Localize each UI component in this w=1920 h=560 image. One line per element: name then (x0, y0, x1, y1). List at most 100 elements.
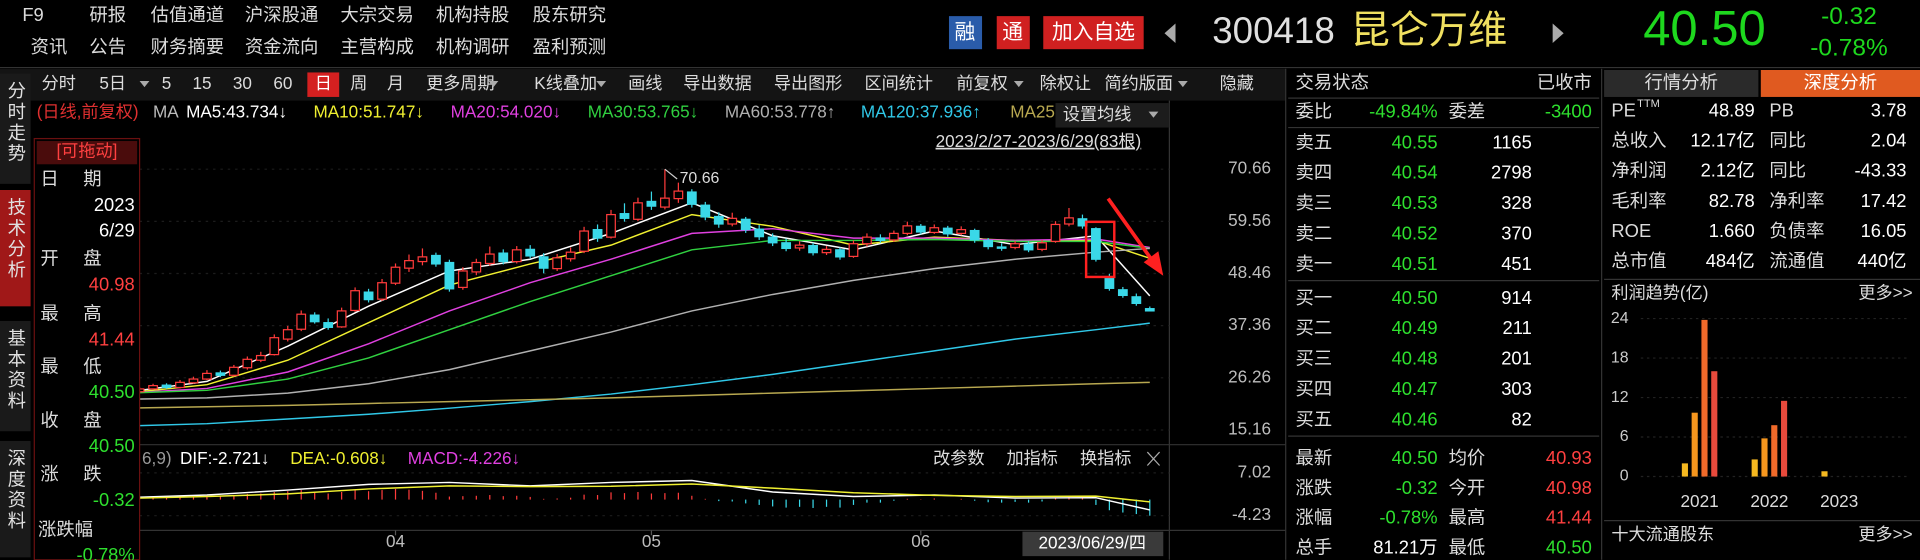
side-tab[interactable]: 深度资料 (6, 448, 27, 531)
candle-body (202, 372, 212, 380)
menu-item[interactable]: 资讯 (31, 36, 68, 57)
x-tick-label: 2021 (1681, 491, 1719, 511)
macd-params: 6,9) (142, 448, 172, 468)
toolbar-button[interactable]: 日 (315, 73, 332, 93)
candle-body (323, 322, 334, 328)
fund-value: 1.660 (1709, 220, 1755, 241)
macd-button[interactable]: 换指标 (1080, 448, 1131, 468)
candle-body (1131, 296, 1142, 305)
bar (1781, 400, 1788, 477)
add-button[interactable]: 加入自选 (1052, 21, 1135, 44)
side-tab[interactable]: 技术分析 (6, 197, 27, 280)
add-button-bg (1043, 16, 1144, 50)
menu-item[interactable]: 大宗交易 (340, 4, 413, 25)
tag-box (948, 16, 983, 50)
candle-body (969, 229, 980, 241)
info-label: 期 (83, 168, 101, 189)
candle-body (336, 310, 347, 328)
macd-legend: DEA:-0.608↓ (290, 448, 387, 468)
peak-label: 70.66 (680, 170, 720, 187)
toolbar-button[interactable]: 月 (387, 73, 404, 93)
fund-value: 3.78 (1871, 99, 1907, 120)
side-tab-bg (0, 190, 31, 307)
toolbar-button[interactable]: 更多周期 (426, 73, 495, 93)
info-title: [可拖动] (56, 141, 117, 161)
fund-label: 总收入 (1611, 130, 1666, 151)
info-label: 盘 (83, 409, 101, 430)
fund-value: 48.89 (1709, 99, 1755, 120)
candle-body (1144, 308, 1155, 312)
ma-legend: MA60:53.778↑ (725, 101, 835, 121)
toolbar-button[interactable]: 5 (162, 73, 172, 93)
stat-value: 40.93 (1546, 447, 1592, 468)
menu-item[interactable]: F9 (22, 4, 43, 25)
menu-item[interactable]: 财务摘要 (151, 36, 224, 57)
toolbar-button[interactable]: 前复权 (956, 73, 1007, 93)
menu-item[interactable]: 机构持股 (436, 4, 509, 25)
macd-button[interactable]: 加指标 (1007, 448, 1058, 468)
y-tick-label: 0 (1620, 468, 1629, 485)
stat-label: 涨幅 (1296, 507, 1333, 528)
toolbar-button[interactable]: 简约版面 (1105, 73, 1174, 93)
candle-body (1023, 243, 1034, 251)
menu-item[interactable]: 盈利预测 (533, 36, 606, 57)
info-label: 开 (40, 248, 58, 269)
toolbar-button[interactable]: 15 (193, 73, 212, 93)
candle-body (390, 266, 401, 284)
toolbar-button[interactable]: 导出图形 (774, 73, 843, 93)
fund-label: 净利润 (1611, 160, 1666, 181)
candle-body (148, 385, 158, 390)
x-tick-label: 2022 (1750, 491, 1788, 511)
menu-item[interactable]: 沪深股通 (245, 4, 318, 25)
book-label: 委比 (1296, 101, 1333, 122)
toolbar-button[interactable]: 画线 (628, 73, 662, 93)
bar (1681, 463, 1688, 477)
menu-item[interactable]: 机构调研 (436, 36, 509, 57)
more-link[interactable]: 更多>> (1858, 283, 1912, 303)
menu-item[interactable]: 研报 (89, 4, 126, 25)
menu-item[interactable]: 主营构成 (340, 36, 413, 57)
book-price: 40.55 (1392, 131, 1438, 152)
dif-line (45, 479, 1150, 511)
toolbar-button[interactable]: 除权让 (1040, 73, 1091, 93)
book-level: 买二 (1296, 317, 1333, 338)
side-tab[interactable]: 分时走势 (6, 81, 27, 164)
menu-item[interactable]: 股东研究 (533, 4, 606, 25)
price-tick-label: 59.56 (1228, 210, 1271, 230)
macd-button[interactable]: 改参数 (933, 448, 984, 468)
toolbar-button[interactable]: K线叠加 (534, 73, 597, 93)
settings-button[interactable]: 设置均线 (1063, 104, 1132, 124)
stock-name: 昆仑万维 (1351, 10, 1508, 53)
price: 40.50 (1643, 2, 1766, 56)
toolbar-button[interactable]: 分时 (42, 73, 76, 93)
candle-body (848, 243, 859, 258)
stat-value: 81.21万 (1373, 536, 1437, 557)
next-arrow[interactable] (1552, 23, 1564, 44)
menu-item[interactable]: 资金流向 (245, 36, 318, 57)
toolbar-button[interactable]: 5日 (99, 73, 126, 93)
toolbar-button[interactable]: 30 (233, 73, 252, 93)
side-tab[interactable]: 基本资料 (6, 328, 27, 411)
menu-item[interactable]: 估值通道 (151, 4, 224, 25)
y-tick-label: 6 (1620, 428, 1629, 445)
toolbar-button[interactable]: 导出数据 (683, 73, 752, 93)
book-value: -3400 (1545, 101, 1592, 122)
ma-legend: MA25 (1010, 101, 1055, 121)
close-icon[interactable] (1146, 451, 1161, 466)
dropdown-arrow (139, 81, 150, 88)
more-link[interactable]: 更多>> (1858, 524, 1912, 544)
fund-label: 同比 (1769, 160, 1806, 181)
panel-tab[interactable]: 行情分析 (1644, 71, 1717, 92)
toolbar-button[interactable]: 60 (273, 73, 292, 93)
menu-item[interactable]: 公告 (89, 36, 126, 57)
prev-arrow[interactable] (1164, 23, 1176, 44)
panel-tab[interactable]: 深度分析 (1804, 71, 1877, 92)
toolbar-button[interactable]: 区间统计 (865, 73, 934, 93)
book-label: 委差 (1449, 101, 1486, 122)
book-price: 40.49 (1392, 317, 1438, 338)
fund-value: 484亿 (1706, 250, 1755, 271)
toolbar-button[interactable]: 隐藏 (1220, 73, 1254, 93)
toolbar-button[interactable]: 周 (350, 73, 367, 93)
candle-body (1050, 223, 1061, 242)
book-level: 卖四 (1296, 162, 1333, 183)
